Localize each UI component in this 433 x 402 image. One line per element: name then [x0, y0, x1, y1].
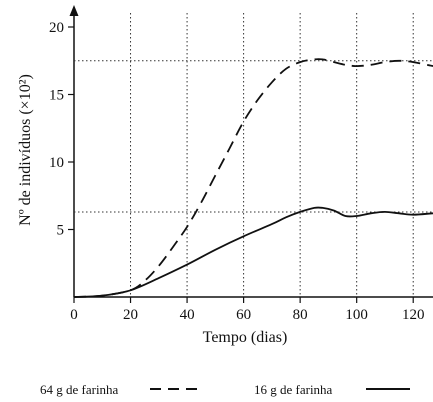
y-axis-title: Nº de indivíduos (×10²)	[17, 74, 34, 226]
y-tick-label-15: 15	[49, 88, 64, 104]
legend-label-16g: 16 g de farinha	[254, 382, 333, 397]
legend-item-16g: 16 g de farinha	[254, 382, 410, 397]
series-line-16g-solid	[73, 206, 433, 298]
x-axis-title: Tempo (dias)	[203, 329, 288, 346]
y-axis-arrow-icon	[69, 5, 79, 16]
x-tick-label-80: 80	[293, 307, 308, 323]
x-tick-label-0: 0	[70, 307, 78, 323]
x-tick-label-120: 120	[402, 307, 425, 323]
y-tick-label-10: 10	[49, 155, 64, 171]
legend-item-64g: 64 g de farinha	[40, 382, 202, 397]
grid-lines	[74, 13, 433, 297]
series-line-64g-dashed	[73, 58, 433, 298]
y-tick-label-20: 20	[49, 20, 64, 36]
y-tick-label-5: 5	[57, 223, 65, 239]
axis-ticks: 0 20 40 60 80 100 120 5 10 15 20	[49, 20, 424, 323]
x-tick-label-20: 20	[123, 307, 138, 323]
series-lines	[73, 58, 433, 298]
legend: 64 g de farinha 16 g de farinha	[40, 382, 410, 397]
x-tick-label-100: 100	[345, 307, 368, 323]
y-axis	[69, 5, 79, 297]
legend-label-64g: 64 g de farinha	[40, 382, 119, 397]
x-tick-label-60: 60	[236, 307, 251, 323]
x-tick-label-40: 40	[180, 307, 195, 323]
